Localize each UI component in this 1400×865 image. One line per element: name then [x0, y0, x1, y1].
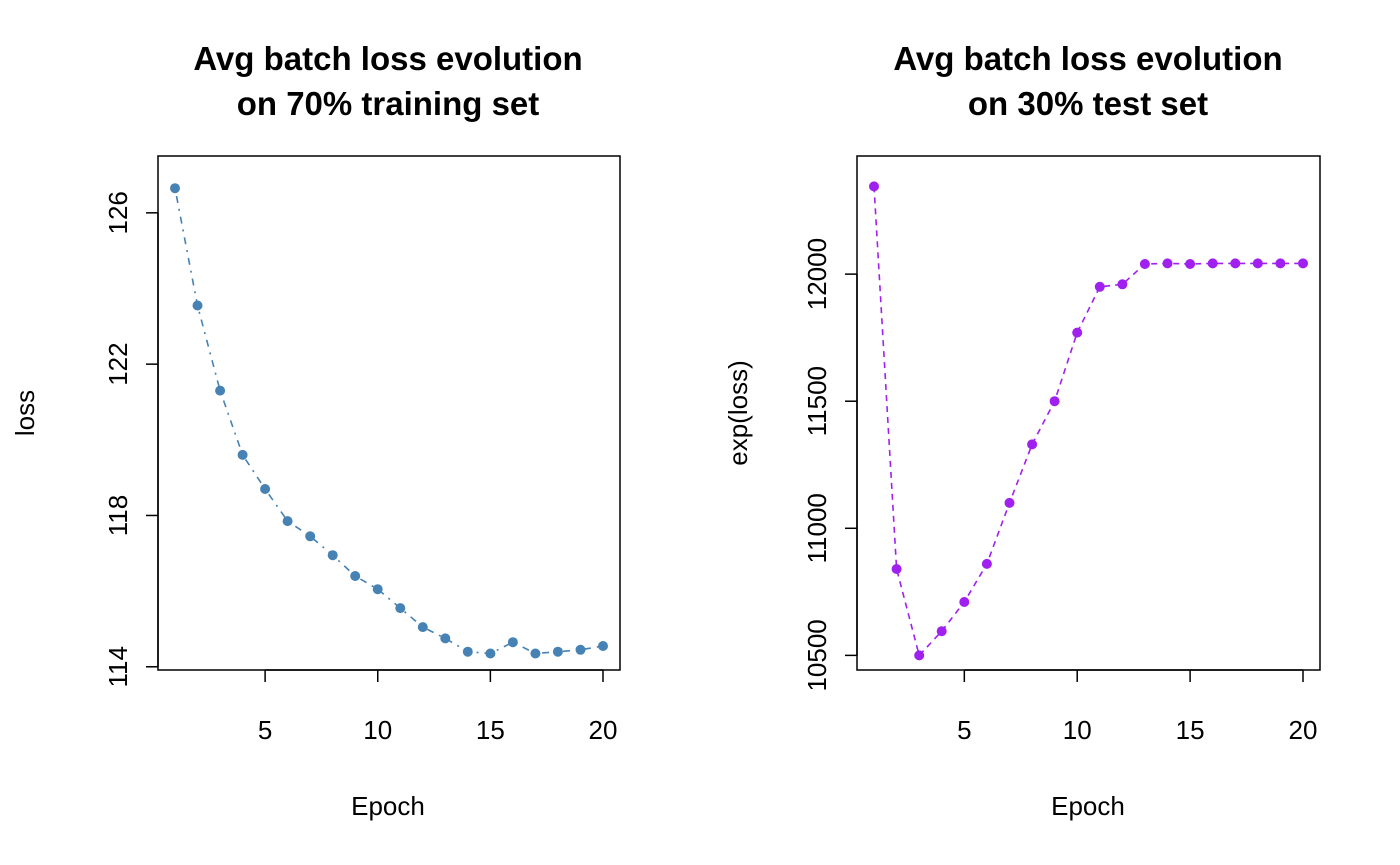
chart-title-line2: on 70% training set	[237, 85, 540, 122]
x-tick-label: 5	[258, 715, 272, 745]
x-axis-label: Epoch	[351, 791, 425, 821]
data-point	[1117, 279, 1128, 290]
x-axis-label: Epoch	[1051, 791, 1125, 821]
data-point	[959, 597, 970, 607]
data-point	[869, 181, 879, 192]
data-point	[462, 646, 473, 657]
series	[170, 183, 608, 659]
data-point	[891, 564, 902, 574]
x-tick-label: 10	[363, 715, 392, 745]
y-tick-label: 10500	[802, 619, 832, 691]
x-tick-label: 10	[1063, 715, 1092, 745]
x-tick-label: 15	[1176, 715, 1205, 745]
data-point	[417, 622, 428, 633]
x-tick-label: 20	[1289, 715, 1318, 745]
data-point	[327, 550, 338, 561]
chart-title-line2: on 30% test set	[968, 85, 1208, 122]
x-axis: 5 10 15 20	[258, 669, 618, 745]
data-point	[305, 531, 316, 542]
y-axis-label: exp(loss)	[723, 360, 753, 465]
data-point	[1072, 327, 1083, 338]
data-point	[1207, 258, 1218, 269]
data-point	[936, 626, 947, 637]
x-tick-label: 15	[476, 715, 505, 745]
data-point	[1252, 258, 1263, 269]
data-point	[372, 584, 383, 595]
data-point	[192, 300, 203, 311]
y-axis: 114 118 122 126	[103, 191, 159, 688]
chart-train: Avg batch loss evolution on 70% training…	[10, 40, 621, 821]
x-tick-label: 5	[957, 715, 971, 745]
y-tick-label: 118	[103, 495, 133, 536]
data-point	[1139, 259, 1150, 269]
data-point	[1230, 258, 1241, 269]
y-tick-label: 126	[103, 191, 133, 234]
chart-title-line1: Avg batch loss evolution	[893, 40, 1282, 77]
x-tick-label: 20	[589, 715, 618, 745]
data-point	[507, 637, 518, 648]
data-point	[1162, 258, 1173, 269]
chart-test: Avg batch loss evolution on 30% test set…	[723, 40, 1321, 821]
data-point	[440, 633, 451, 644]
y-tick-label: 11000	[802, 493, 832, 563]
data-point	[215, 385, 226, 396]
data-point	[237, 449, 248, 460]
y-axis: 10500 11000 11500 12000	[802, 238, 858, 692]
data-point	[1275, 258, 1286, 269]
data-point	[260, 484, 271, 494]
data-point	[1049, 396, 1060, 407]
data-point	[485, 648, 496, 659]
data-point	[1094, 281, 1105, 292]
data-point	[914, 650, 925, 661]
y-tick-label: 12000	[802, 238, 832, 310]
data-point	[530, 648, 541, 659]
x-axis: 5 10 15 20	[957, 669, 1318, 745]
data-point	[170, 183, 180, 194]
data-point	[1004, 497, 1015, 508]
series-line	[174, 188, 604, 655]
data-point	[598, 641, 608, 651]
y-tick-label: 11500	[802, 366, 832, 436]
data-point	[981, 558, 992, 569]
data-point	[1027, 439, 1038, 450]
data-point	[395, 603, 406, 614]
series	[869, 181, 1308, 661]
data-point	[1298, 258, 1308, 269]
chart-title-line1: Avg batch loss evolution	[193, 40, 582, 77]
data-point	[1185, 259, 1196, 269]
data-point	[552, 646, 563, 657]
data-point	[350, 571, 361, 581]
data-point	[282, 516, 293, 527]
y-axis-label: loss	[10, 390, 40, 436]
series-line	[873, 186, 1303, 658]
data-point	[575, 644, 586, 655]
plot-frame	[856, 155, 1321, 671]
y-tick-label: 122	[103, 342, 133, 385]
y-tick-label: 114	[103, 646, 133, 687]
